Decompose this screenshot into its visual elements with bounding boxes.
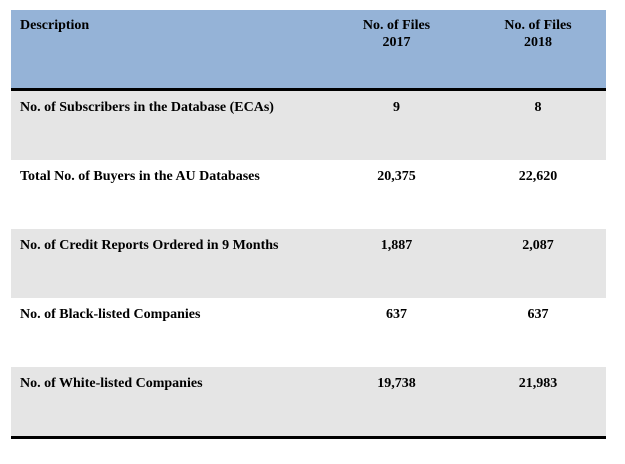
statistics-table: Description No. of Files 2017 No. of Fil… — [11, 10, 606, 439]
row-description: No. of Subscribers in the Database (ECAs… — [11, 89, 323, 160]
header-description: Description — [11, 10, 323, 91]
table-row: Total No. of Buyers in the AU Databases … — [11, 160, 606, 229]
row-description: No. of White-listed Companies — [11, 367, 323, 438]
header-files-2018-label: No. of Files — [504, 18, 572, 33]
table-row: No. of White-listed Companies 19,738 21,… — [11, 367, 606, 438]
header-files-2017: No. of Files 2017 — [323, 10, 470, 91]
row-value-2017: 1,887 — [323, 229, 470, 298]
row-value-2018: 8 — [470, 89, 606, 160]
table-row: No. of Subscribers in the Database (ECAs… — [11, 89, 606, 160]
row-value-2018: 2,087 — [470, 229, 606, 298]
row-value-2017: 9 — [323, 89, 470, 160]
row-value-2018: 21,983 — [470, 367, 606, 438]
header-files-2017-year: 2017 — [382, 35, 411, 50]
header-files-2018-year: 2018 — [524, 35, 552, 50]
header-files-2017-label: No. of Files — [362, 18, 431, 33]
row-value-2017: 637 — [386, 307, 407, 322]
row-value-2018: 22,620 — [518, 169, 558, 184]
row-value-2017: 19,738 — [323, 367, 470, 438]
table-header-row: Description No. of Files 2017 No. of Fil… — [11, 10, 606, 91]
row-description: No. of Black-listed Companies — [20, 307, 201, 322]
row-value-2018: 637 — [527, 307, 549, 322]
row-value-2017: 20,375 — [377, 169, 416, 184]
row-description: No. of Credit Reports Ordered in 9 Month… — [11, 229, 323, 298]
row-description: Total No. of Buyers in the AU Databases — [20, 169, 260, 184]
table-row: No. of Black-listed Companies 637 637 — [11, 298, 606, 367]
table-row: No. of Credit Reports Ordered in 9 Month… — [11, 229, 606, 298]
header-files-2018: No. of Files 2018 — [470, 10, 606, 91]
